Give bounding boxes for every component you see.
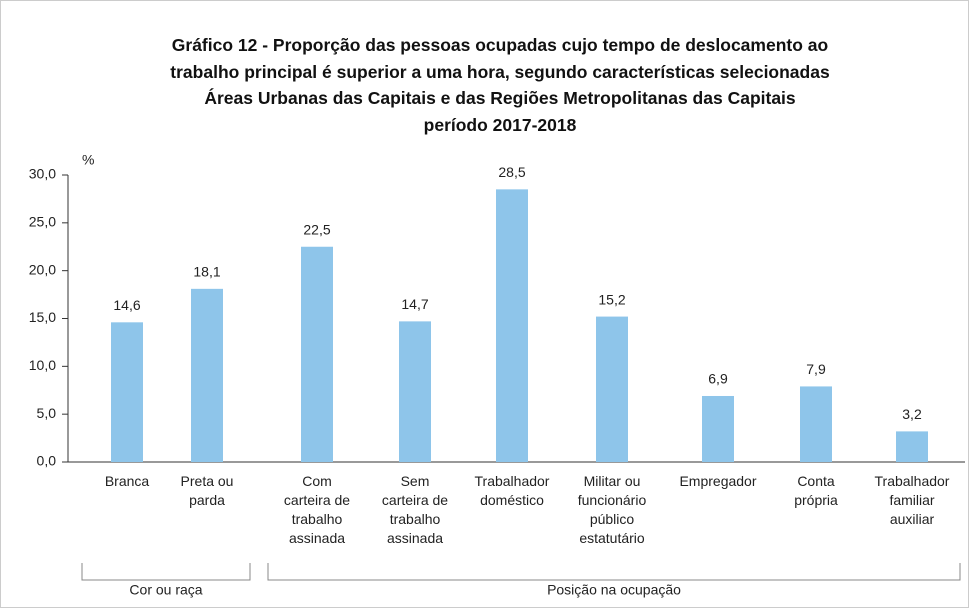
bar <box>301 246 333 462</box>
value-label: 14,6 <box>113 297 140 313</box>
x-tick-label: Militar ou funcionário público estatutár… <box>577 473 647 546</box>
y-tick-label: 0,0 <box>37 453 57 469</box>
y-tick-label: 30,0 <box>29 166 56 182</box>
group-label: Cor ou raça <box>129 582 202 598</box>
bar <box>896 431 928 462</box>
y-axis-label: % <box>82 152 94 168</box>
y-tick-label: 20,0 <box>29 261 56 277</box>
bar <box>399 321 431 462</box>
bar <box>800 386 832 462</box>
x-tick-label: Com carteira de trabalho assinada <box>283 473 351 546</box>
bar <box>191 288 223 462</box>
x-tick-label: Preta ou parda <box>180 473 234 508</box>
value-label: 18,1 <box>193 264 220 280</box>
x-tick-label: Branca <box>104 473 150 489</box>
chart-title: Gráfico 12 - Proporção das pessoas ocupa… <box>170 35 830 135</box>
y-tick-label: 5,0 <box>37 405 57 421</box>
x-tick-label: Sem carteira de trabalho assinada <box>381 473 449 546</box>
value-label: 7,9 <box>806 361 826 377</box>
x-tick-label: Conta própria <box>794 473 838 508</box>
group-label: Posição na ocupação <box>547 582 681 598</box>
y-tick-label: 15,0 <box>29 309 56 325</box>
x-tick-label: Empregador <box>679 473 757 489</box>
bar <box>702 395 734 462</box>
y-tick-label: 10,0 <box>29 357 56 373</box>
group-bracket <box>267 563 961 581</box>
value-label: 22,5 <box>303 221 330 237</box>
value-label: 28,5 <box>498 164 525 180</box>
value-label: 15,2 <box>598 291 625 307</box>
group-bracket <box>81 563 251 581</box>
value-label: 6,9 <box>708 371 728 387</box>
bar <box>111 322 143 462</box>
x-tick-label: Trabalhador familiar auxiliar <box>874 473 950 527</box>
x-tick-label: Trabalhador doméstico <box>474 473 550 508</box>
value-label: 14,7 <box>401 296 428 312</box>
value-label: 3,2 <box>902 406 922 422</box>
bar <box>596 316 628 462</box>
y-tick-label: 25,0 <box>29 214 56 230</box>
bar <box>496 189 528 462</box>
